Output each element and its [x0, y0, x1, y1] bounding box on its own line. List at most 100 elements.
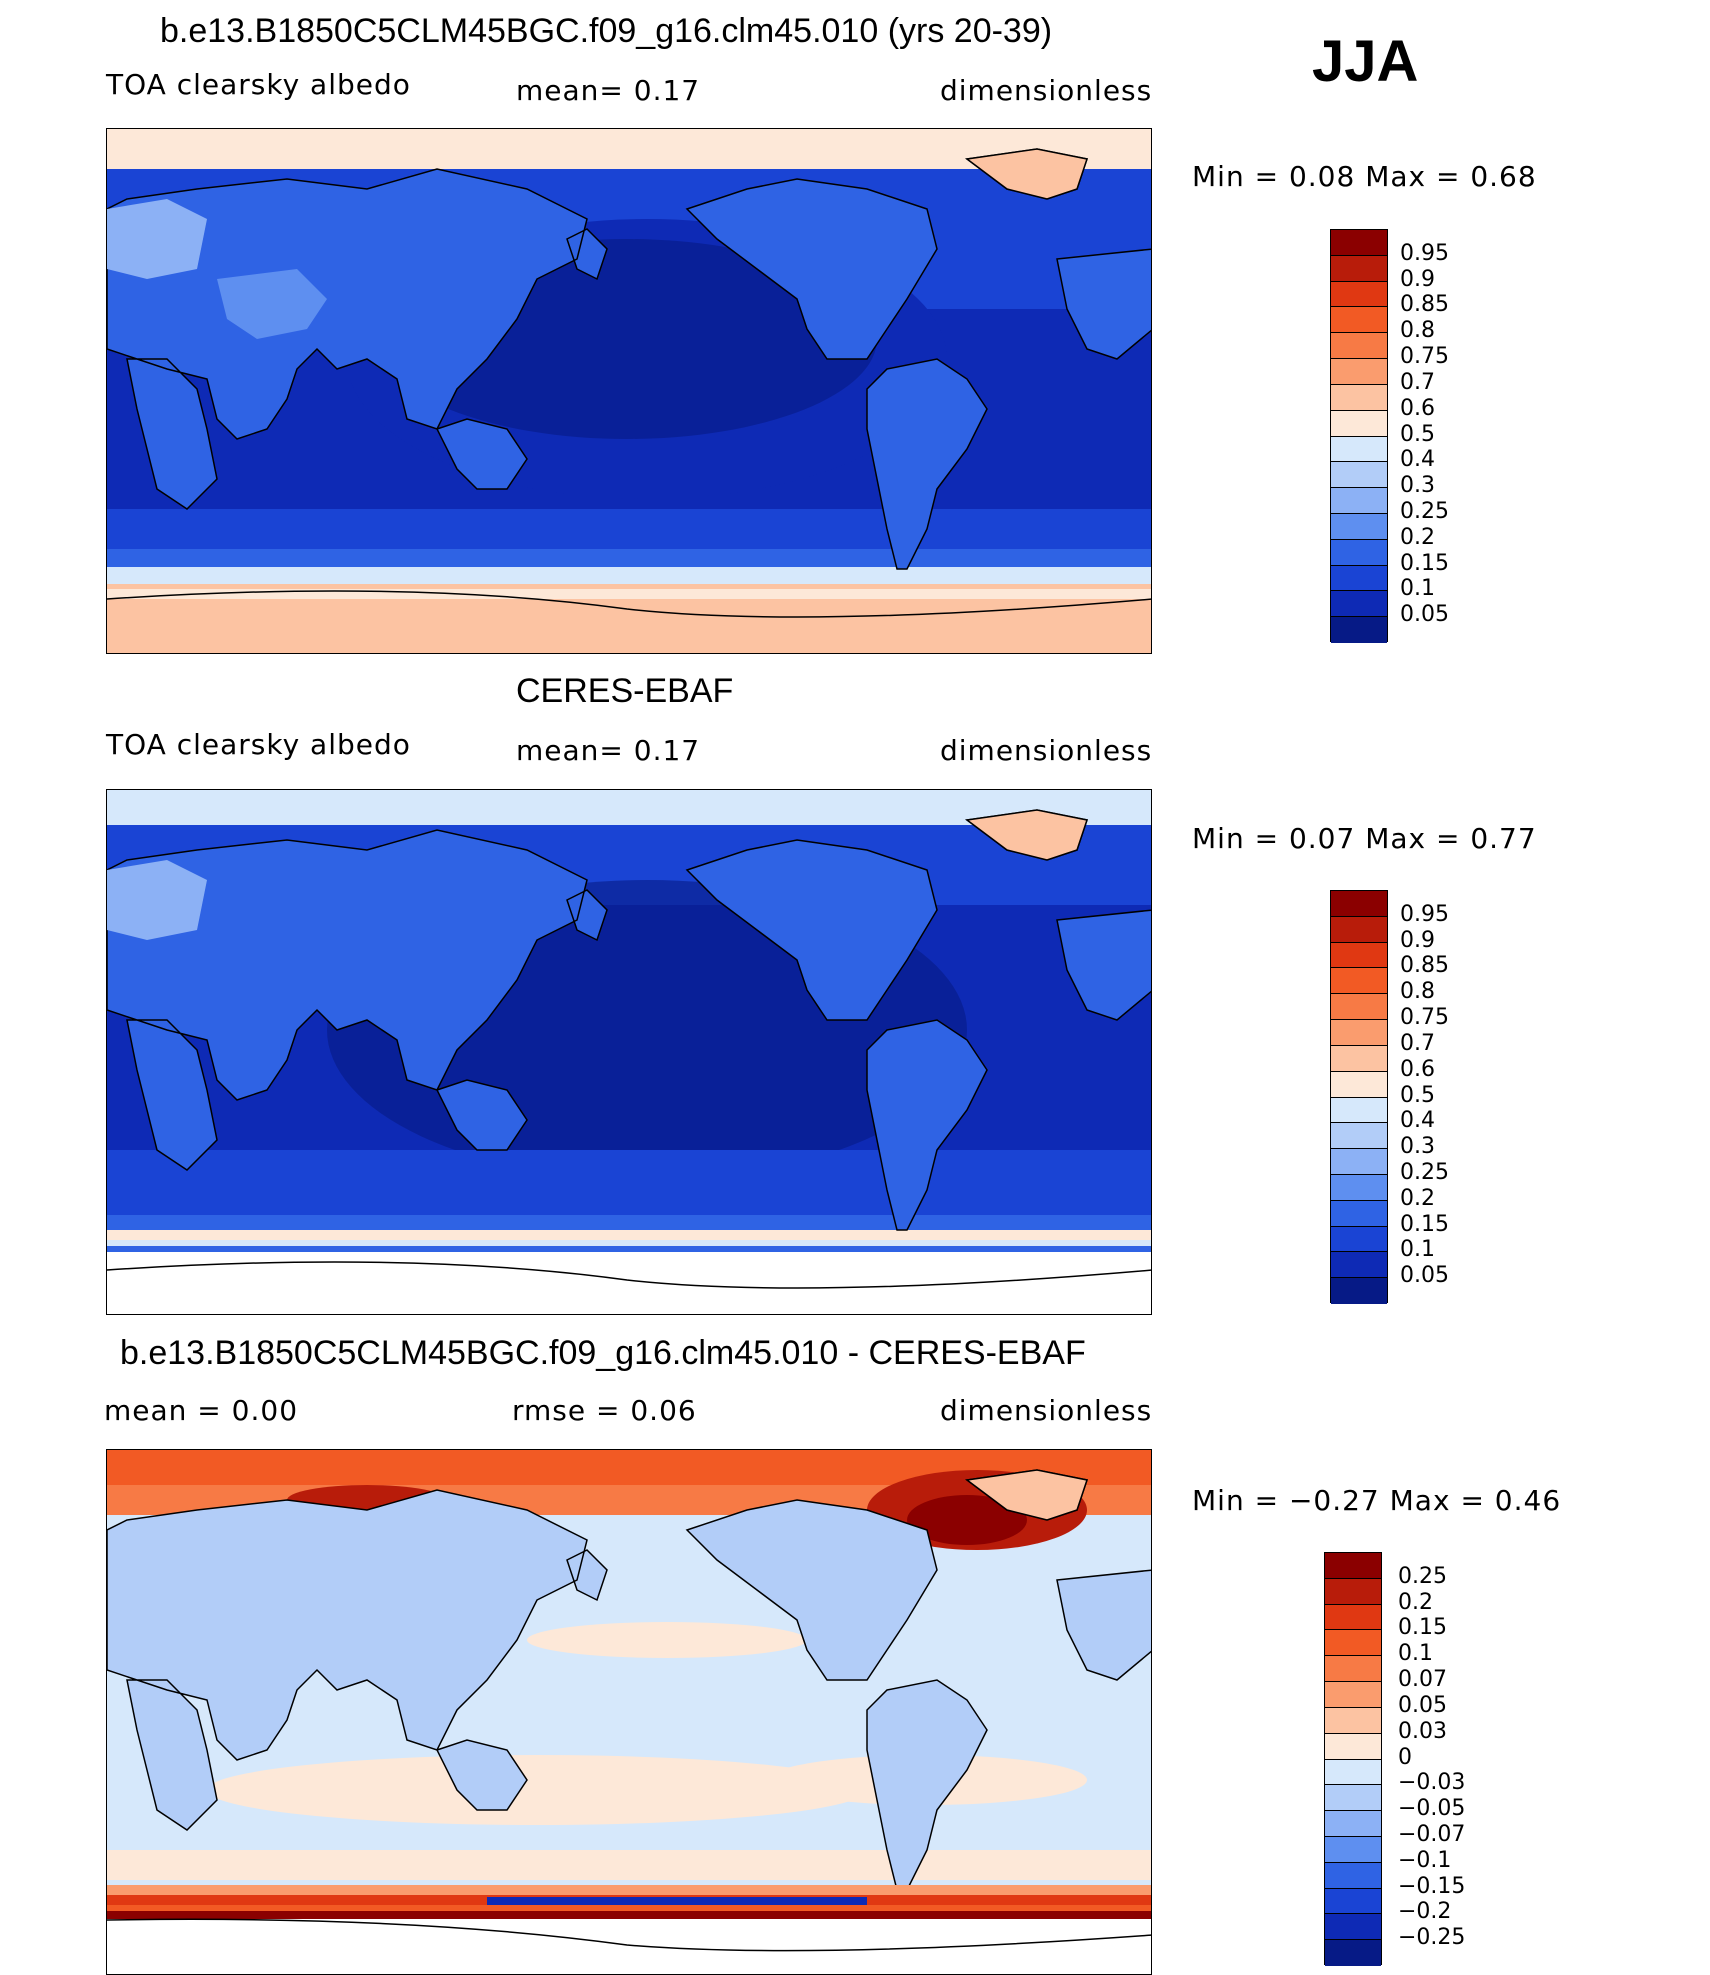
- panel-1-mean: mean= 0.17: [516, 74, 701, 107]
- colorbar-level-label: 0.9: [1400, 266, 1435, 292]
- colorbar-swatch: [1331, 230, 1387, 256]
- colorbar-swatch: [1325, 1604, 1381, 1631]
- colorbar-level-label: 0.1: [1400, 1237, 1435, 1263]
- colorbar-swatch: [1325, 1656, 1381, 1683]
- colorbar-level-label: 0.5: [1400, 421, 1435, 447]
- panel-1-title: b.e13.B1850C5CLM45BGC.f09_g16.clm45.010 …: [160, 12, 1053, 50]
- colorbar-swatch: [1325, 1836, 1381, 1863]
- panel-3-units: dimensionless: [940, 1394, 1153, 1427]
- colorbar-swatch: [1325, 1759, 1381, 1786]
- colorbar-level-label: 0.15: [1400, 1211, 1449, 1237]
- colorbar-swatch: [1331, 916, 1387, 943]
- colorbar-level-label: 0.95: [1400, 901, 1449, 927]
- panel-2-map: [106, 789, 1152, 1315]
- colorbar-swatch: [1331, 1226, 1387, 1253]
- panel-2-variable: TOA clearsky albedo: [106, 728, 411, 761]
- colorbar-swatch: [1331, 565, 1387, 592]
- colorbar-level-label: −0.03: [1398, 1770, 1466, 1796]
- colorbar-level-label: 0.07: [1398, 1667, 1447, 1693]
- colorbar-swatch: [1325, 1630, 1381, 1657]
- colorbar-swatch: [1325, 1578, 1381, 1605]
- colorbar-swatch: [1331, 1252, 1387, 1279]
- panel-3-colorbar: [1324, 1552, 1382, 1966]
- colorbar-level-label: 0.25: [1398, 1563, 1447, 1589]
- colorbar-swatch: [1331, 410, 1387, 437]
- panel-1-variable: TOA clearsky albedo: [106, 68, 411, 101]
- colorbar-swatch: [1331, 436, 1387, 463]
- colorbar-level-label: −0.07: [1398, 1821, 1466, 1847]
- colorbar-swatch: [1331, 488, 1387, 514]
- colorbar-swatch: [1331, 1123, 1387, 1150]
- colorbar-level-label: 0.05: [1400, 1263, 1449, 1289]
- colorbar-level-label: −0.15: [1398, 1873, 1466, 1899]
- panel-2-minmax: Min = 0.07 Max = 0.77: [1192, 822, 1537, 855]
- colorbar-level-label: −0.2: [1398, 1899, 1452, 1925]
- colorbar-swatch: [1331, 591, 1387, 618]
- colorbar-level-label: 0.7: [1400, 369, 1435, 395]
- colorbar-level-label: −0.25: [1398, 1925, 1466, 1951]
- colorbar-swatch: [1325, 1785, 1381, 1812]
- colorbar-swatch: [1331, 1071, 1387, 1098]
- colorbar-level-label: 0.85: [1400, 292, 1449, 318]
- panel-2-title: CERES-EBAF: [516, 672, 734, 710]
- colorbar-level-label: 0.2: [1400, 524, 1435, 550]
- colorbar-swatch: [1331, 1045, 1387, 1072]
- panel-3-title: b.e13.B1850C5CLM45BGC.f09_g16.clm45.010 …: [120, 1334, 1086, 1372]
- colorbar-level-label: 0.3: [1400, 473, 1435, 499]
- colorbar-swatch: [1325, 1862, 1381, 1889]
- panel-2-mean: mean= 0.17: [516, 734, 701, 767]
- colorbar-level-label: 0.7: [1400, 1030, 1435, 1056]
- colorbar-swatch: [1331, 1174, 1387, 1201]
- colorbar-level-label: 0.03: [1398, 1718, 1447, 1744]
- panel-3-map: [106, 1449, 1152, 1975]
- colorbar-level-label: 0.95: [1400, 240, 1449, 266]
- colorbar-swatch: [1331, 1149, 1387, 1175]
- colorbar-swatch: [1325, 1682, 1381, 1708]
- panel-1-map: [106, 128, 1152, 654]
- colorbar-level-label: −0.05: [1398, 1796, 1466, 1822]
- colorbar-level-label: 0.15: [1398, 1615, 1447, 1641]
- colorbar-swatch: [1331, 359, 1387, 385]
- colorbar-swatch: [1331, 384, 1387, 411]
- colorbar-swatch: [1331, 281, 1387, 308]
- colorbar-level-label: 0.85: [1400, 953, 1449, 979]
- colorbar-level-label: 0.75: [1400, 344, 1449, 370]
- colorbar-level-label: 0.05: [1400, 602, 1449, 628]
- colorbar-level-label: 0.6: [1400, 1056, 1435, 1082]
- colorbar-swatch: [1331, 1020, 1387, 1046]
- colorbar-level-label: 0.8: [1400, 318, 1435, 344]
- panel-2-units: dimensionless: [940, 734, 1153, 767]
- colorbar-level-label: 0.05: [1398, 1692, 1447, 1718]
- season-label: JJA: [1312, 29, 1419, 94]
- colorbar-swatch: [1325, 1940, 1381, 1966]
- colorbar-level-label: 0.1: [1400, 576, 1435, 602]
- colorbar-swatch: [1325, 1707, 1381, 1734]
- colorbar-swatch: [1331, 942, 1387, 969]
- colorbar-level-label: 0.9: [1400, 927, 1435, 953]
- colorbar-swatch: [1325, 1553, 1381, 1579]
- colorbar-level-label: 0.75: [1400, 1005, 1449, 1031]
- colorbar-swatch: [1331, 1097, 1387, 1124]
- colorbar-level-label: 0.8: [1400, 979, 1435, 1005]
- panel-1-minmax: Min = 0.08 Max = 0.68: [1192, 160, 1537, 193]
- panel-3-rmse: rmse = 0.06: [512, 1394, 697, 1427]
- colorbar-swatch: [1331, 307, 1387, 334]
- colorbar-swatch: [1331, 255, 1387, 282]
- colorbar-swatch: [1331, 539, 1387, 566]
- colorbar-level-label: 0.5: [1400, 1082, 1435, 1108]
- colorbar-level-label: 0.2: [1398, 1589, 1433, 1615]
- colorbar-swatch: [1325, 1914, 1381, 1941]
- colorbar-swatch: [1331, 1200, 1387, 1227]
- colorbar-swatch: [1325, 1733, 1381, 1760]
- colorbar-swatch: [1325, 1811, 1381, 1837]
- colorbar-swatch: [1331, 462, 1387, 489]
- colorbar-level-label: 0.15: [1400, 550, 1449, 576]
- colorbar-swatch: [1331, 994, 1387, 1021]
- colorbar-level-label: 0.1: [1398, 1641, 1433, 1667]
- colorbar-level-label: 0.4: [1400, 1108, 1435, 1134]
- panel-3-minmax: Min = −0.27 Max = 0.46: [1192, 1484, 1562, 1517]
- colorbar-level-label: 0.6: [1400, 395, 1435, 421]
- colorbar-level-label: −0.1: [1398, 1847, 1452, 1873]
- panel-3-mean: mean = 0.00: [104, 1394, 299, 1427]
- colorbar-swatch: [1325, 1888, 1381, 1915]
